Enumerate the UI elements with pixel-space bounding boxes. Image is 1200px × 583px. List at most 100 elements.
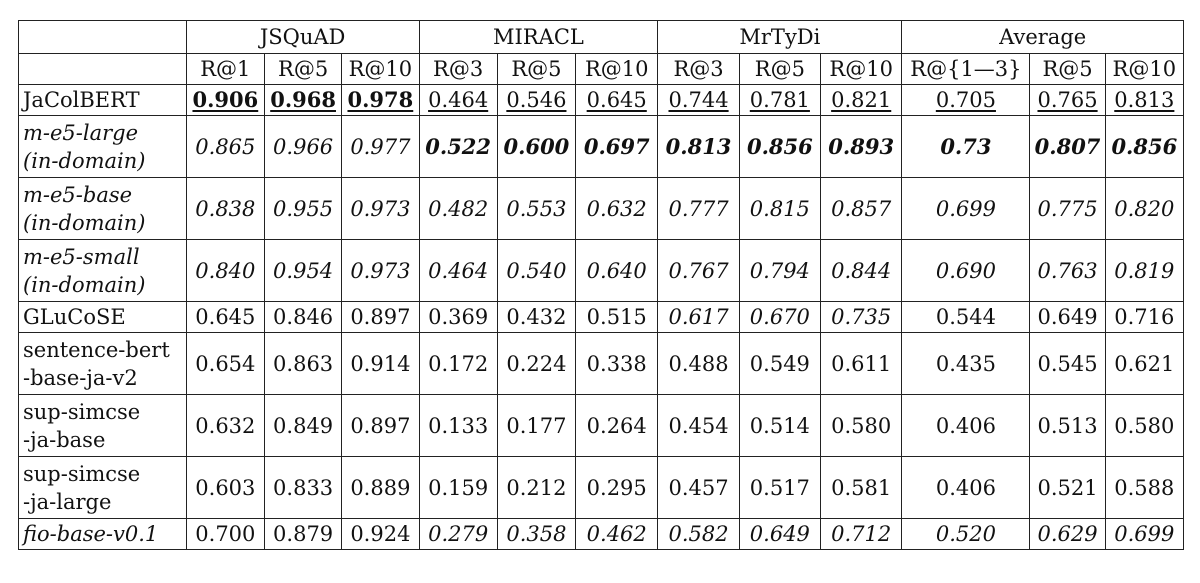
score-cell: 0.159 [418, 456, 498, 519]
score-value: 0.973 [350, 258, 411, 283]
score-value: 0.514 [749, 413, 810, 438]
table-row: m-e5-large (in-domain) 0.865 0.966 0.977 0.52… [18, 115, 1185, 178]
score-cell: 0.645 [185, 301, 265, 333]
score-cell: 0.767 [657, 239, 740, 302]
score-value: 0.846 [273, 305, 334, 329]
score-cell: 0.849 [263, 394, 343, 457]
score-cell: 0.865 [185, 115, 265, 178]
group-header-jsquad: JSQuAD [185, 20, 420, 54]
score-cell: 0.549 [738, 332, 822, 395]
score-value: 0.588 [1114, 475, 1175, 500]
score-value: 0.582 [668, 522, 729, 546]
group-header-miracl: MIRACL [418, 20, 659, 54]
score-cell: 0.978 [341, 84, 420, 116]
score-cell: 0.369 [418, 301, 498, 333]
score-value: 0.700 [195, 522, 256, 546]
score-value: 0.813 [1114, 88, 1175, 112]
score-cell: 0.670 [738, 301, 822, 333]
score-cell: 0.690 [901, 239, 1031, 302]
score-value: 0.546 [506, 88, 567, 112]
score-value: 0.545 [1037, 351, 1098, 376]
model-name: sup-simcse [23, 399, 141, 424]
score-cell: 0.777 [657, 177, 740, 240]
score-value: 0.844 [831, 258, 892, 283]
table-body: JSQuAD MIRACL MrTyDi Average R@1 R@5 R@1… [18, 20, 1185, 550]
score-value: 0.462 [586, 522, 647, 546]
score-value: 0.968 [270, 87, 336, 112]
model-name: m-e5-base [23, 182, 133, 207]
corner-cell [18, 53, 187, 85]
table-row: GLuCoSE 0.645 0.846 0.897 0.369 0.432 0.515 0.6… [18, 301, 1185, 333]
score-value: 0.600 [503, 133, 570, 159]
model-name: (in-domain) [23, 148, 146, 173]
score-value: 0.978 [347, 87, 414, 112]
score-cell: 0.520 [901, 518, 1031, 550]
score-value: 0.581 [831, 475, 892, 500]
model-name-cell: sentence-bert -base-ja-v2 [18, 332, 187, 395]
score-value: 0.457 [668, 475, 729, 500]
table-row: fio-base-v0.1 0.700 0.879 0.924 0.279 0.358 0.… [18, 518, 1185, 550]
score-cell: 0.629 [1029, 518, 1106, 550]
score-cell: 0.295 [575, 456, 659, 519]
score-value: 0.212 [506, 475, 567, 500]
score-cell: 0.621 [1104, 332, 1185, 395]
score-cell: 0.821 [820, 84, 903, 116]
score-cell: 0.73 [901, 115, 1031, 178]
group-header-mrtydi: MrTyDi [657, 20, 903, 54]
model-name: -ja-large [23, 489, 112, 514]
score-value: 0.172 [428, 351, 489, 376]
score-value: 0.580 [1114, 413, 1175, 438]
score-cell: 0.973 [341, 177, 420, 240]
score-value: 0.177 [506, 413, 567, 438]
score-cell: 0.856 [738, 115, 822, 178]
score-value: 0.781 [749, 88, 810, 112]
score-value: 0.521 [1037, 475, 1098, 500]
score-cell: 0.781 [738, 84, 822, 116]
score-cell: 0.700 [185, 518, 265, 550]
score-cell: 0.973 [341, 239, 420, 302]
score-cell: 0.744 [657, 84, 740, 116]
score-cell: 0.699 [1104, 518, 1185, 550]
model-name-cell: m-e5-small (in-domain) [18, 239, 187, 302]
score-cell: 0.515 [575, 301, 659, 333]
score-value: 0.838 [195, 196, 256, 221]
score-cell: 0.844 [820, 239, 903, 302]
score-value: 0.482 [428, 196, 489, 221]
table-row: JaColBERT 0.906 0.968 0.978 0.464 0.546 0.645 0… [18, 84, 1185, 116]
table-row: m-e5-small (in-domain) 0.840 0.954 0.973 0.46… [18, 239, 1185, 302]
score-value: 0.924 [350, 522, 411, 546]
score-value: 0.159 [428, 475, 489, 500]
score-value: 0.893 [828, 133, 895, 159]
model-name-cell: sup-simcse -ja-large [18, 456, 187, 519]
score-value: 0.464 [428, 88, 489, 112]
model-name: m-e5-small [23, 244, 140, 269]
score-value: 0.716 [1114, 305, 1175, 329]
score-cell: 0.224 [496, 332, 577, 395]
score-cell: 0.177 [496, 394, 577, 457]
score-value: 0.580 [831, 413, 892, 438]
score-cell: 0.833 [263, 456, 343, 519]
score-cell: 0.820 [1104, 177, 1185, 240]
model-name: m-e5-large [23, 120, 139, 145]
score-cell: 0.540 [496, 239, 577, 302]
score-cell: 0.544 [901, 301, 1031, 333]
model-name: -base-ja-v2 [23, 365, 138, 390]
score-value: 0.775 [1037, 196, 1098, 221]
model-name-cell: m-e5-large (in-domain) [18, 115, 187, 178]
score-cell: 0.545 [1029, 332, 1106, 395]
score-value: 0.603 [195, 475, 256, 500]
score-cell: 0.279 [418, 518, 498, 550]
score-cell: 0.632 [575, 177, 659, 240]
score-value: 0.645 [195, 305, 256, 329]
score-value: 0.897 [350, 413, 411, 438]
model-name: JaColBERT [23, 88, 140, 112]
table-row: m-e5-base (in-domain) 0.838 0.955 0.973 0.482… [18, 177, 1185, 240]
metric-header: R@5 [263, 53, 343, 85]
score-cell: 0.838 [185, 177, 265, 240]
score-cell: 0.846 [263, 301, 343, 333]
score-value: 0.617 [668, 305, 729, 329]
score-cell: 0.775 [1029, 177, 1106, 240]
score-cell: 0.588 [1104, 456, 1185, 519]
metric-header: R@1 [185, 53, 265, 85]
score-value: 0.966 [273, 134, 334, 159]
